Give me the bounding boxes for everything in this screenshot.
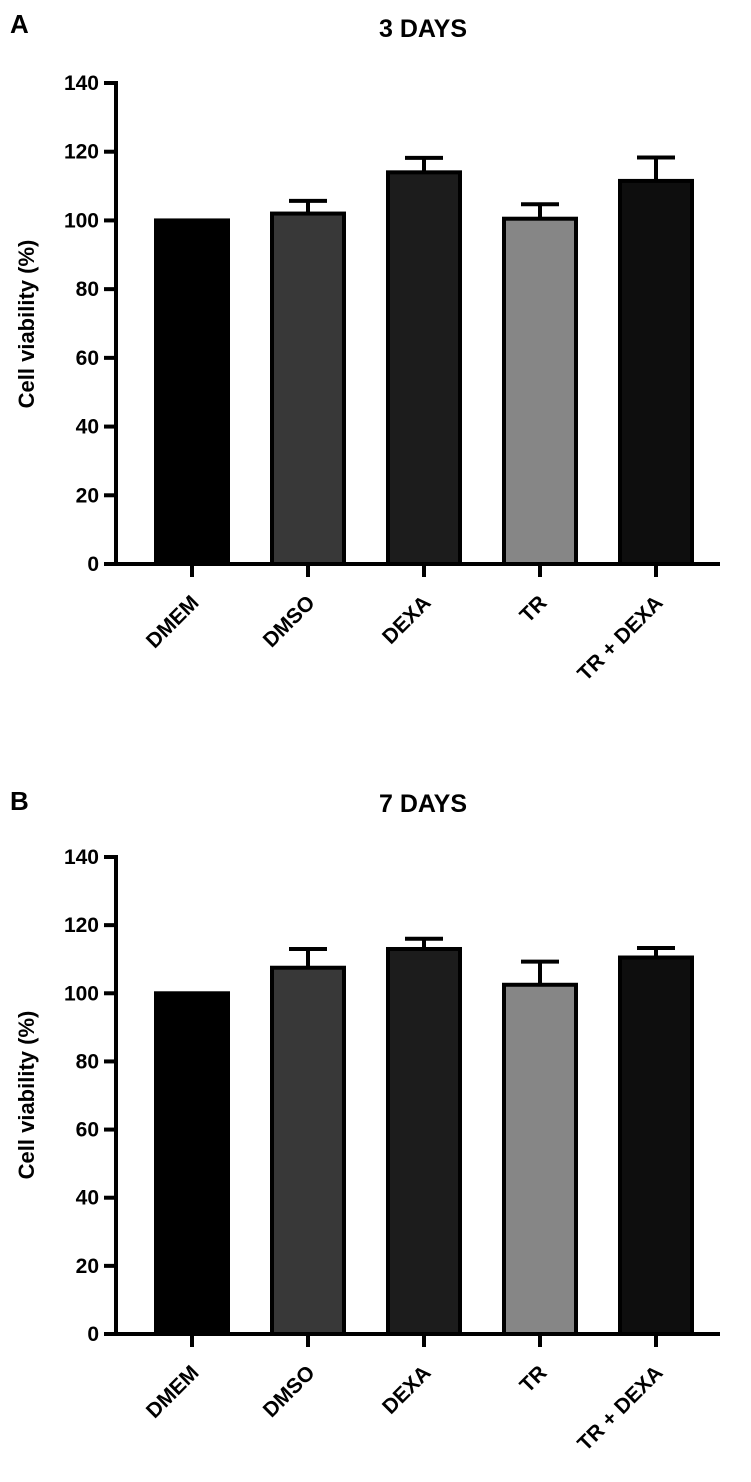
panel-label: B [10,786,29,816]
chart-title: 7 DAYS [379,790,467,818]
y-axis-ticks: 0 20 40 60 80 100 120 140 [64,846,116,1346]
y-tick-label: 80 [76,1050,99,1073]
x-tick-label: TR [515,1361,551,1397]
x-tick-label: DMEM [142,591,204,653]
x-tick-label: DMSO [259,1361,320,1422]
x-tick-label: DMSO [259,591,320,652]
bar [386,946,462,1336]
y-axis-label: Cell viability (%) [14,1011,39,1180]
chart-panel-b: B 7 DAYS Cell viability (%) 0 20 40 60 80 100… [10,786,720,1456]
y-tick-label: 140 [64,72,99,95]
bar [154,218,230,567]
y-tick-label: 20 [76,1255,99,1278]
x-axis-ticks: DMEM DMSO DEXA TR TR + DEXA [142,1334,668,1456]
bar [270,211,346,567]
y-tick-label: 0 [87,1323,99,1346]
y-tick-label: 0 [87,553,99,576]
y-tick-label: 120 [64,914,99,937]
y-tick-label: 40 [76,1187,99,1210]
x-tick-label: DMEM [142,1361,204,1423]
y-axis-label: Cell viability (%) [14,240,39,409]
y-tick-label: 40 [76,416,99,439]
y-tick-label: 100 [64,209,99,232]
y-tick-label: 80 [76,278,99,301]
bar [502,216,578,566]
x-tick-label: TR + DEXA [573,591,667,685]
y-tick-label: 60 [76,1119,99,1142]
panel-label: A [10,9,29,39]
y-axis-ticks: 0 20 40 60 80 100 120 140 [64,72,116,576]
y-tick-label: 140 [64,846,99,869]
bar-series [154,936,694,1337]
bar [270,965,346,1336]
bar-series [154,155,694,567]
bar [502,982,578,1337]
y-tick-label: 100 [64,982,99,1005]
x-tick-label: DEXA [378,1361,436,1419]
x-tick-label: TR + DEXA [573,1361,667,1455]
x-axis-ticks: DMEM DMSO DEXA TR TR + DEXA [142,564,668,686]
x-tick-label: DEXA [378,591,436,649]
chart-title: 3 DAYS [379,15,467,43]
y-tick-label: 60 [76,347,99,370]
bar [618,178,694,567]
bar [618,955,694,1337]
bar [154,991,230,1336]
chart-panel-a: A 3 DAYS Cell viability (%) 0 20 40 60 80 100… [10,9,720,686]
y-tick-label: 120 [64,141,99,164]
bar [386,170,462,566]
x-tick-label: TR [515,591,551,627]
y-tick-label: 20 [76,484,99,507]
